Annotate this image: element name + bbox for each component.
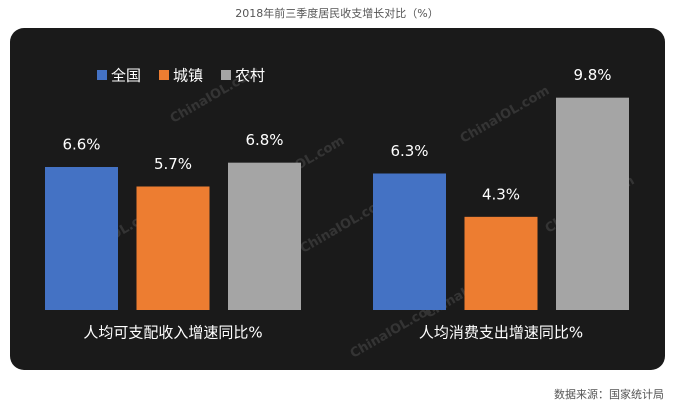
x-tick-label: 人均消费支出增速同比%	[419, 324, 583, 342]
x-tick-label: 人均可支配收入增速同比%	[83, 324, 262, 342]
value-label: 9.8%	[573, 66, 611, 84]
chart-title: 2018年前三季度居民收支增长对比（%）	[235, 6, 438, 20]
legend-label: 全国	[111, 67, 141, 85]
legend-swatch	[159, 70, 169, 80]
legend-label: 城镇	[173, 67, 203, 85]
legend-swatch	[97, 70, 107, 80]
value-label: 6.6%	[62, 136, 100, 154]
bar	[136, 186, 210, 310]
value-label: 4.3%	[482, 185, 520, 203]
bar	[228, 162, 301, 310]
bar	[45, 167, 118, 310]
bar	[556, 97, 629, 311]
value-label: 6.8%	[245, 131, 283, 149]
value-label: 5.7%	[154, 155, 192, 173]
plot: 人均可支配收入增速同比% 6.6% 5.7% 6.8% 人均消费支出增速同比% 6.3% 4…	[45, 66, 629, 342]
source-note: 数据来源：国家统计局	[554, 387, 664, 401]
legend-label: 农村	[235, 67, 265, 85]
bar	[464, 216, 538, 310]
legend-swatch	[221, 70, 231, 80]
value-label: 6.3%	[390, 142, 428, 160]
bar	[373, 173, 446, 310]
